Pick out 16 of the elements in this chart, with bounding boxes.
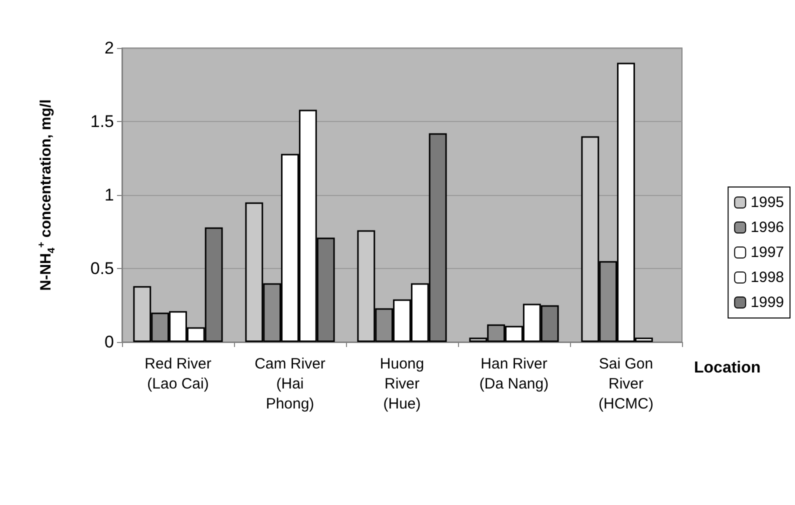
y-tick-label: 0.5 <box>90 259 114 278</box>
x-axis-title: Location <box>694 360 761 376</box>
y-tick-label: 1 <box>104 186 114 204</box>
legend-label: 1998 <box>750 269 784 286</box>
x-tick-label: Sai Gon River (HCMC) <box>598 356 654 412</box>
x-tick-label: Han River (Da Nang) <box>479 356 549 392</box>
legend-label: 1997 <box>750 244 784 261</box>
x-tick-label: Red River (Lao Cai) <box>144 356 212 392</box>
legend-label: 1996 <box>750 219 784 236</box>
legend-label: 1995 <box>750 194 784 211</box>
y-tick-label: 0 <box>104 332 114 352</box>
x-tick-label: Huong River (Hue) <box>380 356 424 412</box>
legend-label: 1999 <box>750 294 784 311</box>
x-tick-label: Cam River (Hai Phong) <box>254 356 326 412</box>
y-tick-label: 2 <box>104 38 114 58</box>
y-tick-label: 1.5 <box>90 112 114 131</box>
